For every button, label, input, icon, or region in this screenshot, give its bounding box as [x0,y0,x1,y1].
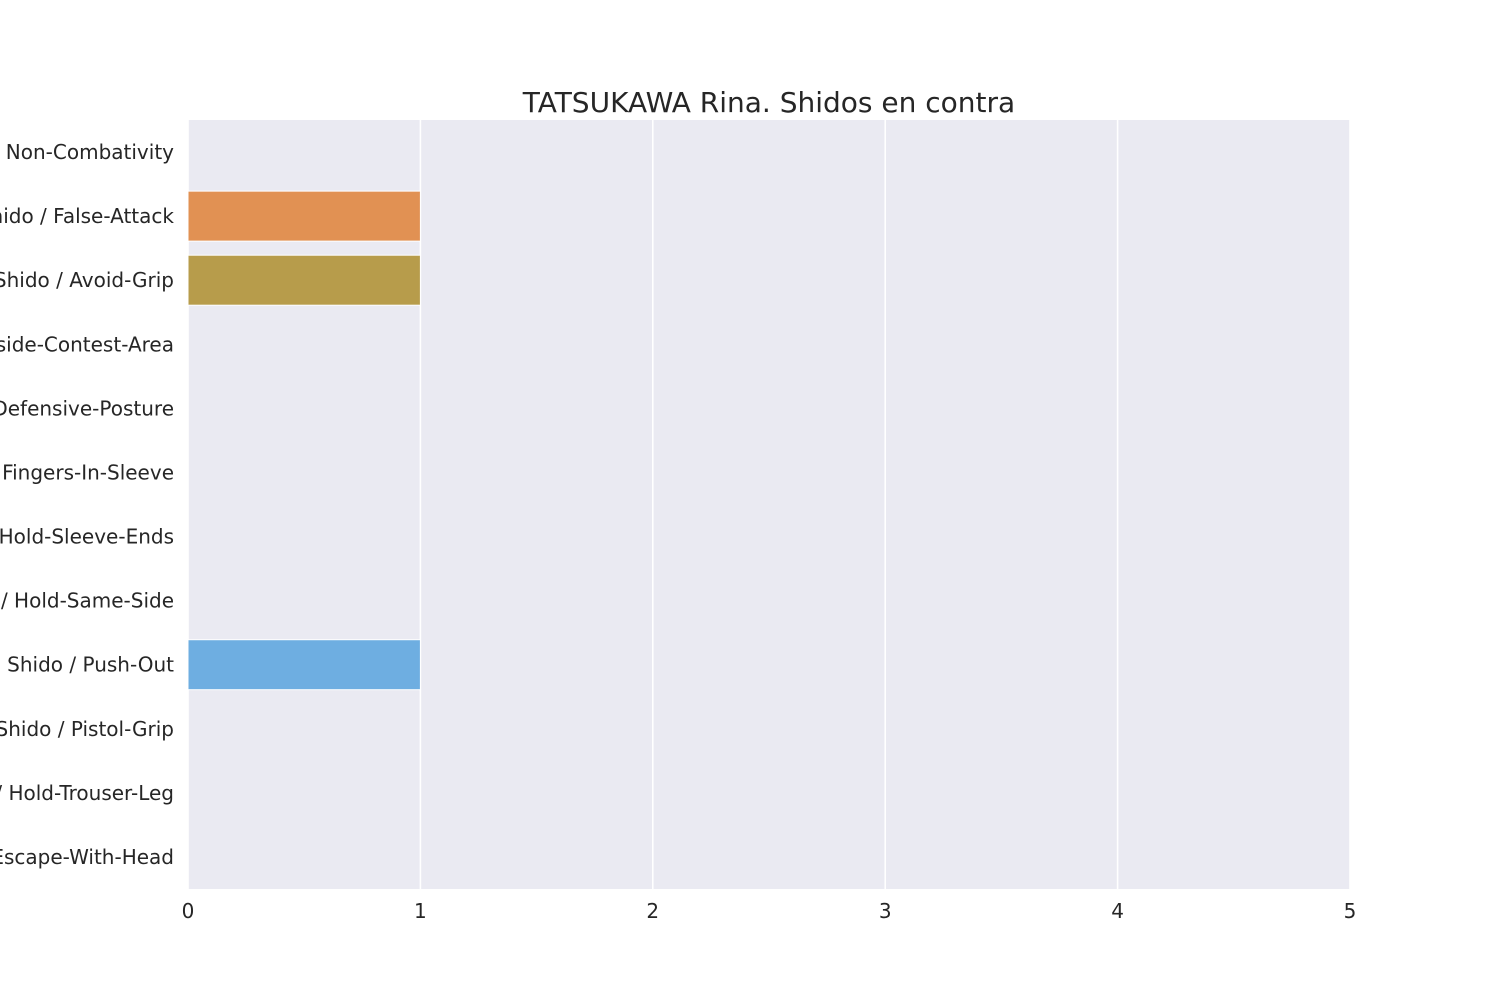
y-tick-label: Shido / Defensive-Posture [0,396,174,420]
x-tick-label: 0 [182,899,195,923]
plot-area [188,120,1350,889]
y-tick-label: Shido / Pistol-Grip [0,717,174,741]
x-tick-label: 3 [879,899,892,923]
x-tick-label: 5 [1344,899,1357,923]
x-tick-label: 4 [1111,899,1124,923]
y-tick-labels: Shido / Non-Combativity Shido / False-Att… [0,140,174,869]
y-tick-label: Shido / Hold-Same-Side [0,589,174,613]
chart-title: TATSUKAWA Rina. Shidos en contra [522,86,1015,119]
y-tick-label: Shido / Hold-Trouser-Leg [0,781,174,805]
x-tick-label: 1 [414,899,427,923]
grid-lines [187,120,1351,889]
y-tick-label: Shido / Avoid-Grip [0,268,174,292]
y-tick-label: Shido / Fingers-In-Sleeve [0,460,174,484]
bar [187,639,421,691]
x-tick-labels: 0 1 2 3 4 5 [182,899,1357,923]
bars [187,190,421,691]
y-tick-label: Shido / False-Attack [0,204,174,228]
y-tick-label: Shido / Non-Combativity [0,140,174,164]
x-tick-label: 2 [646,899,659,923]
y-tick-label: Shido / Push-Out [7,653,174,677]
bar [187,190,421,242]
bar [187,254,421,306]
y-tick-label: Shido / Escape-With-Head [0,845,174,869]
y-tick-label: Shido / Hold-Sleeve-Ends [0,525,174,549]
y-tick-label: Shido / Outside-Contest-Area [0,332,174,356]
